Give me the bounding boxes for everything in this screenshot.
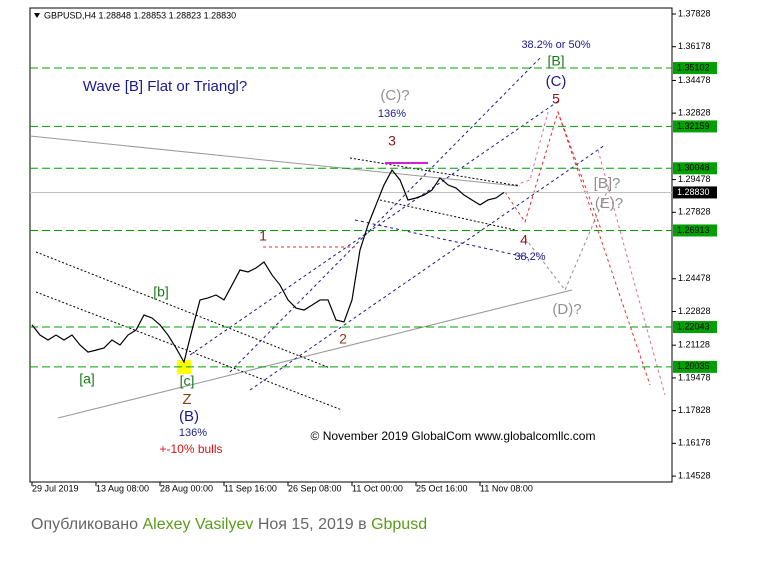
level-label: 1.20035 (677, 361, 710, 371)
y-tick-label: 1.29478 (678, 174, 711, 184)
last-price-label: 1.28830 (677, 187, 710, 197)
chart-title: GBPUSD,H4 1.28848 1.28853 1.28823 1.2883… (44, 10, 236, 20)
annotation: Z (182, 391, 191, 408)
annotation: 1 (259, 228, 267, 244)
level-box (673, 62, 717, 75)
annotation: © November 2019 GlobalCom www.globalcoml… (311, 429, 596, 443)
y-tick-label: 1.27828 (678, 207, 711, 217)
x-tick-label: 11 Oct 00:00 (352, 483, 403, 493)
x-tick-label: 25 Oct 16:00 (416, 483, 468, 493)
y-tick-label: 1.14528 (678, 470, 711, 480)
annotation: (E)? (595, 195, 623, 212)
y-tick-label: 1.17828 (678, 405, 711, 415)
y-tick-label: 1.21128 (678, 340, 710, 350)
annotation: (C)? (380, 87, 409, 104)
annotation: 3 (388, 133, 396, 149)
annotation: 5 (552, 91, 560, 107)
channel-line (35, 251, 331, 369)
annotation: 136% (179, 427, 207, 439)
x-tick-label: 29 Jul 2019 (32, 483, 79, 493)
x-tick-label: 28 Aug 00:00 (160, 483, 213, 493)
annotation: 136% (378, 108, 406, 120)
channel-line (35, 291, 343, 411)
level-box (673, 360, 717, 373)
title-arrow (34, 13, 40, 18)
footer-date: Ноя 15, 2019 в (257, 516, 367, 533)
annotation: 38,2% (514, 251, 545, 263)
footer-prefix: Опубликовано (31, 516, 139, 533)
x-tick-label: 11 Sep 16:00 (224, 483, 277, 493)
forecast-line (514, 111, 549, 186)
annotation: 4 (520, 232, 528, 248)
level-label: 1.22043 (677, 321, 710, 331)
y-tick-label: 1.32828 (678, 108, 711, 118)
plot-frame (29, 7, 673, 483)
channel-line (349, 157, 521, 187)
footer: Опубликовано Alexey Vasilyev Ноя 15, 201… (31, 516, 427, 534)
channel-line (379, 199, 516, 231)
level-box (673, 224, 717, 237)
annotation: [c] (180, 373, 195, 389)
channel-line (189, 99, 561, 356)
wave-lines (29, 57, 666, 419)
y-tick-label: 1.34478 (678, 75, 711, 85)
forecast-line (504, 110, 651, 386)
annotation: 38.2% or 50% (521, 39, 590, 51)
trend-line (29, 135, 519, 187)
last-price-box (673, 186, 717, 199)
level-label: 1.35102 (677, 62, 710, 72)
annotation: [B] (547, 53, 564, 69)
level-label: 1.26913 (677, 225, 710, 235)
trend-line (57, 289, 573, 419)
level-label: 1.32159 (677, 121, 710, 131)
annotation: (C) (546, 73, 567, 90)
forecast-line (524, 179, 613, 291)
y-tick-label: 1.22828 (678, 306, 711, 316)
y-tick-label: 1.37828 (678, 8, 711, 18)
annotation: [b] (153, 284, 169, 300)
level-label: 1.30048 (677, 163, 710, 173)
x-tick-label: 13 Aug 08:00 (96, 483, 149, 493)
chart: GBPUSD,H4 1.28848 1.28853 1.28823 1.2883… (29, 7, 717, 493)
tag-link[interactable]: Gbpusd (371, 516, 428, 533)
forecast-line (597, 149, 666, 396)
annotation: Wave [B] Flat or Triangl? (83, 78, 248, 95)
annotation: +-10% bulls (159, 442, 222, 456)
level-box (673, 321, 717, 334)
x-tick-label: 11 Nov 08:00 (480, 483, 533, 493)
data-layer: 1.37828 1.36178 1.34478 1.32828 1.29478 1.278… (30, 8, 717, 493)
annotation: [a] (79, 371, 95, 387)
y-tick-label: 1.19478 (678, 372, 711, 382)
annotation: [B]? (594, 175, 621, 192)
y-tick-label: 1.36178 (678, 41, 711, 51)
annotation: (D)? (552, 301, 581, 318)
y-tick-label: 1.24478 (678, 273, 711, 283)
annotation: 2 (339, 331, 347, 347)
highlight-box (177, 360, 191, 374)
author-link[interactable]: Alexey Vasilyev (142, 516, 254, 533)
x-tick-label: 26 Sep 08:00 (288, 483, 342, 493)
y-tick-label: 1.16178 (678, 438, 711, 448)
price-line (31, 168, 505, 364)
level-box (673, 162, 717, 175)
channel-line (229, 57, 541, 373)
annotation: (B) (179, 408, 199, 425)
level-box (673, 120, 717, 133)
